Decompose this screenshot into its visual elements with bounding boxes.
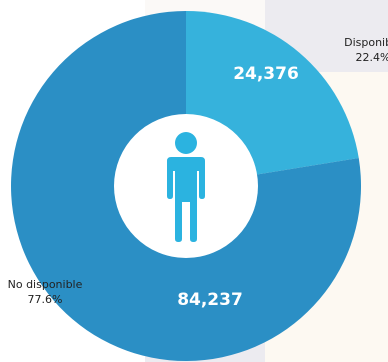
slice-value-label-disponible: 24,376 bbox=[233, 64, 299, 84]
person-icon bbox=[167, 132, 205, 242]
legend-label-no-disponible: No disponible 77.6% bbox=[0, 277, 90, 307]
legend-percent-disponible: 22.4% bbox=[355, 51, 388, 64]
slice-value-label-no-disponible: 84,237 bbox=[177, 290, 243, 310]
legend-label-disponible: Disponible 22.4% bbox=[318, 35, 388, 65]
legend-name-no-disponible: No disponible bbox=[7, 278, 83, 291]
legend-name-disponible: Disponible bbox=[344, 36, 388, 49]
legend-percent-no-disponible: 77.6% bbox=[27, 293, 63, 306]
